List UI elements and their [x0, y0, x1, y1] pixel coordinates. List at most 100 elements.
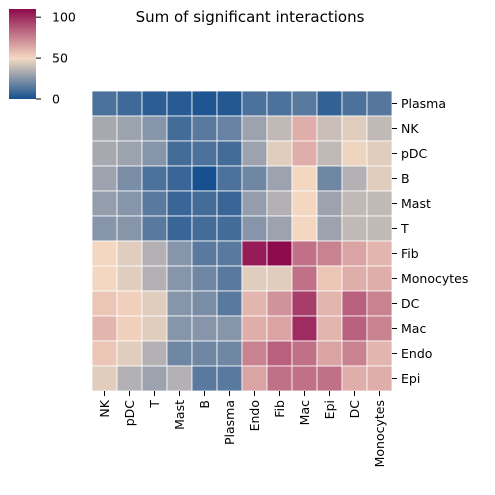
heatmap-cell: [166, 190, 193, 217]
heatmap-cell: [191, 240, 218, 267]
heatmap-cell: [266, 365, 293, 392]
heatmap-cell: [141, 315, 168, 342]
heatmap-cell: [116, 365, 143, 392]
heatmap-cell: [141, 290, 168, 317]
heatmap-cell: [191, 365, 218, 392]
column-label: Mast: [172, 400, 187, 430]
heatmap-cell: [341, 215, 368, 242]
heatmap-cell: [191, 340, 218, 367]
heatmap-cell: [341, 115, 368, 142]
heatmap-cell: [141, 265, 168, 292]
column-label: NK: [97, 399, 112, 417]
heatmap-cell: [116, 140, 143, 167]
heatmap-cell: [266, 240, 293, 267]
heatmap-cell: [341, 240, 368, 267]
column-label: B: [197, 400, 212, 409]
heatmap-cell: [91, 115, 118, 142]
heatmap-cell: [316, 365, 343, 392]
heatmap-cell: [241, 365, 268, 392]
heatmap-cell: [91, 365, 118, 392]
heatmap-cell: [216, 90, 243, 117]
heatmap-cell: [116, 115, 143, 142]
heatmap-cell: [291, 315, 318, 342]
heatmap-cell: [266, 115, 293, 142]
heatmap-cell: [166, 165, 193, 192]
heatmap-cell: [291, 190, 318, 217]
heatmap-cell: [316, 265, 343, 292]
heatmap-cell: [216, 265, 243, 292]
colorbar-tick-label: 0: [52, 92, 60, 107]
heatmap-cell: [266, 290, 293, 317]
heatmap-cell: [141, 340, 168, 367]
heatmap-cell: [291, 140, 318, 167]
heatmap-cell: [166, 290, 193, 317]
colorbar-tick-label: 100: [52, 10, 76, 25]
heatmap-cell: [291, 265, 318, 292]
heatmap-cell: [91, 315, 118, 342]
heatmap-cell: [291, 165, 318, 192]
column-label: Endo: [247, 400, 262, 431]
heatmap-cell: [166, 240, 193, 267]
heatmap-cell: [316, 140, 343, 167]
heatmap-cell: [266, 140, 293, 167]
heatmap-cell: [91, 140, 118, 167]
heatmap-cell: [91, 90, 118, 117]
heatmap-cell: [116, 215, 143, 242]
heatmap-cell: [266, 315, 293, 342]
row-label: Fib: [401, 246, 419, 261]
heatmap-cell: [316, 290, 343, 317]
heatmap-cell: [216, 365, 243, 392]
heatmap-cell: [316, 165, 343, 192]
heatmap-cell: [216, 240, 243, 267]
heatmap-cell: [166, 315, 193, 342]
column-label: Monocytes: [372, 400, 387, 467]
heatmap-cell: [166, 115, 193, 142]
heatmap-cell: [341, 315, 368, 342]
heatmap-cell: [91, 265, 118, 292]
column-label: Epi: [322, 400, 337, 419]
heatmap-cell: [91, 215, 118, 242]
heatmap-cell: [191, 265, 218, 292]
heatmap-cell: [166, 365, 193, 392]
heatmap-cell: [191, 290, 218, 317]
heatmap-cell: [141, 140, 168, 167]
heatmap-cell: [91, 165, 118, 192]
heatmap-cell: [91, 340, 118, 367]
heatmap-cell: [216, 140, 243, 167]
heatmap-cell: [316, 90, 343, 117]
heatmap-cell: [141, 90, 168, 117]
heatmap-cell: [366, 290, 393, 317]
row-label: T: [400, 221, 409, 236]
heatmap-cell: [241, 290, 268, 317]
heatmap-cell: [116, 290, 143, 317]
heatmap-cell: [116, 190, 143, 217]
row-label: pDC: [401, 146, 428, 161]
heatmap-cell: [116, 315, 143, 342]
row-label: DC: [401, 296, 420, 311]
heatmap-cell: [166, 215, 193, 242]
chart-title: Sum of significant interactions: [136, 8, 365, 26]
heatmap-cell: [191, 190, 218, 217]
heatmap-cell: [191, 165, 218, 192]
heatmap-cell: [341, 165, 368, 192]
heatmap-cell: [291, 215, 318, 242]
row-label: Plasma: [401, 96, 446, 111]
heatmap-cell: [191, 90, 218, 117]
row-label: Monocytes: [401, 271, 468, 286]
heatmap-cell: [116, 340, 143, 367]
heatmap-cell: [166, 340, 193, 367]
row-label: Mast: [401, 196, 431, 211]
column-label: Plasma: [222, 400, 237, 445]
heatmap-cell: [141, 190, 168, 217]
column-label: Mac: [297, 400, 312, 425]
heatmap-cell: [141, 215, 168, 242]
heatmap-cell: [116, 240, 143, 267]
heatmap-cell: [341, 90, 368, 117]
heatmap-cell: [241, 90, 268, 117]
heatmap-cell: [366, 140, 393, 167]
heatmap-cell: [191, 315, 218, 342]
heatmap-cell: [366, 190, 393, 217]
column-labels: NK pDC T Mast B Plasma Endo Fib Mac Epi DC Monocyte…: [97, 391, 387, 467]
heatmap-cell: [191, 115, 218, 142]
heatmap-cell: [341, 340, 368, 367]
